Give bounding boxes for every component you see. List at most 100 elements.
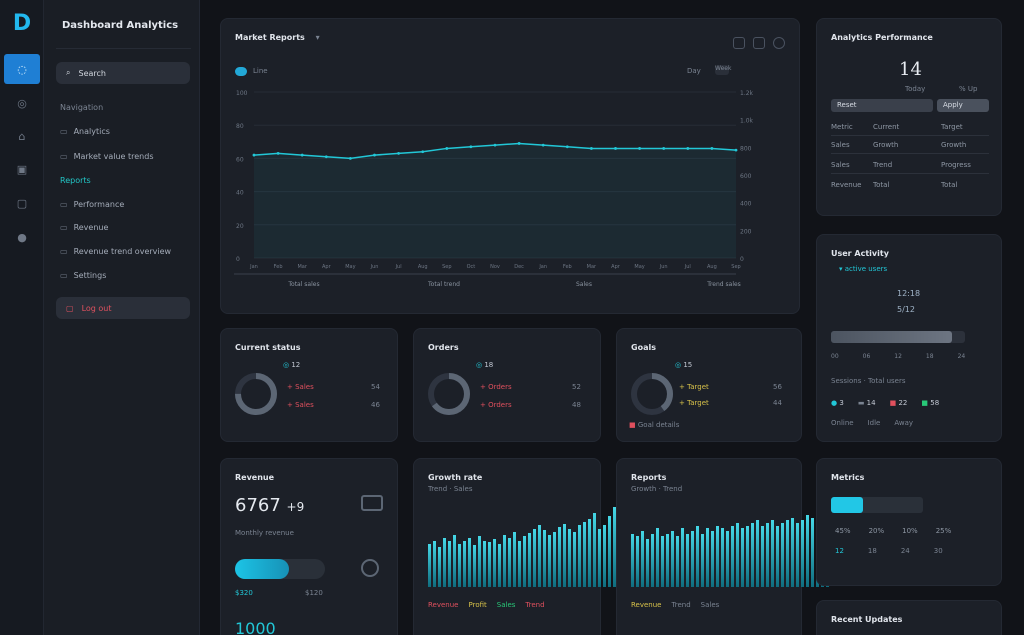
chevron-down-icon[interactable]: ▾ [315,33,320,42]
bar [686,533,689,587]
stat-value: 14 [866,399,876,407]
performance-card: Analytics Performance 14 Today % Up Rese… [816,18,1002,216]
performance-big-value: 14 [899,59,922,80]
toggle-week[interactable]: Week [715,65,731,75]
x-tick-label: Apr [322,264,332,270]
stat-value: 58 [930,399,940,407]
sidebar-section-navigation: Navigation [60,103,104,112]
sidebar-item-revenue[interactable]: ▭ Revenue [60,223,108,232]
reports-sub: Growth · Trend [631,485,683,493]
stat-total: ■ 58 [921,399,940,407]
bar [736,523,739,587]
target-icon [361,559,379,577]
bar [513,531,516,587]
bar [786,520,789,587]
badge-value: 15 [683,361,693,369]
settings-icon[interactable] [773,37,785,49]
bar [528,533,531,587]
bar [428,543,431,587]
brand-title: Dashboard Analytics [62,20,179,31]
performance-sub-left: Today [905,85,926,93]
bar [458,543,461,587]
rail-dot-icon[interactable]: ● [17,230,27,244]
y-tick-label: 40 [236,190,244,197]
bar [468,537,471,587]
x-tick-label: May [634,264,644,270]
axis-tick: 12 [894,353,902,360]
activity-card: User Activity ▾ active users 12:18 5/12 … [816,234,1002,442]
bar [518,540,521,587]
sidebar-item-revenue-trend[interactable]: ▭ Revenue trend overview [60,247,171,256]
divider [56,48,191,49]
growth-legend: Revenue Profit Sales Trend [428,601,545,609]
app-logo[interactable]: D [12,11,32,36]
updates-card: Recent Updates [816,600,1002,635]
fullscreen-icon[interactable] [753,37,765,49]
rail-analytics-icon[interactable]: ◎ [17,96,27,110]
legend-toggle[interactable] [235,67,247,76]
sidebar-item-performance[interactable]: ▭ Performance [60,200,124,209]
stat-label: Away [894,419,914,427]
rail-dashboard-icon[interactable]: ⌂ [18,129,26,143]
donut-row-value: 44 [773,399,782,407]
donut-row-value: 54 [371,383,380,391]
sidebar-search[interactable]: ⌕ Search [56,62,190,84]
bar [453,534,456,587]
rail-grid-icon[interactable]: ▣ [16,162,28,176]
sidebar-item-analytics[interactable]: ▭ Analytics [60,127,110,136]
x-tick-label: Jul [684,264,691,270]
bar [463,540,466,587]
bar [448,540,451,587]
donut-row-value: 52 [572,383,581,391]
revenue-sub: Monthly revenue [235,529,294,537]
series-point [517,142,521,145]
x-tick-label: Mar [587,264,597,270]
bar [646,539,649,587]
rail-home-icon[interactable]: ◌ [4,54,40,84]
export-icon[interactable] [733,37,745,49]
bar [676,536,679,587]
series-point [445,147,449,150]
bar [568,528,571,587]
x-axis-label: Total trend [427,281,460,288]
bar [741,528,744,587]
series-point [493,143,497,147]
search-label: Search [78,68,106,78]
toggle-day[interactable]: Day [687,67,701,75]
x-tick-label: Jun [659,264,668,270]
bar [543,530,546,587]
revenue-slider[interactable] [235,559,325,579]
table-cell: Sales [831,141,850,149]
series-point [276,152,280,155]
bar [483,540,486,587]
activity-center2: 5/12 [897,305,915,314]
apply-button[interactable]: Apply [937,99,989,112]
reset-button[interactable]: Reset [831,99,933,112]
x-tick-label: Nov [490,264,500,270]
bar [751,523,754,587]
x-tick-label: Jan [249,264,258,270]
x-tick-label: Dec [514,264,524,270]
bar [781,523,784,587]
sidebar-item-market[interactable]: ▭ Market value trends [60,152,154,161]
note-text: Goal details [637,421,680,429]
table-cell: Trend [873,161,893,169]
series-point [421,150,425,154]
rail-window-icon[interactable]: ▢ [16,196,28,210]
bar [613,507,616,587]
x-tick-label: Aug [707,264,717,270]
performance-title: Analytics Performance [831,33,933,42]
bar [523,536,526,587]
series-point [638,147,641,150]
bar [573,531,576,587]
bar [661,536,664,587]
bar [588,519,591,587]
reports-legend: Revenue Trend Sales [631,601,719,609]
logout-button[interactable]: ▢ Log out [56,297,190,319]
sidebar-section-reports: Reports [60,176,91,185]
metric-value: 20% [868,527,885,535]
donut-row: + Orders [480,383,512,391]
bar [801,520,804,587]
sidebar-item-settings[interactable]: ▭ Settings [60,271,106,280]
bar [603,525,606,587]
